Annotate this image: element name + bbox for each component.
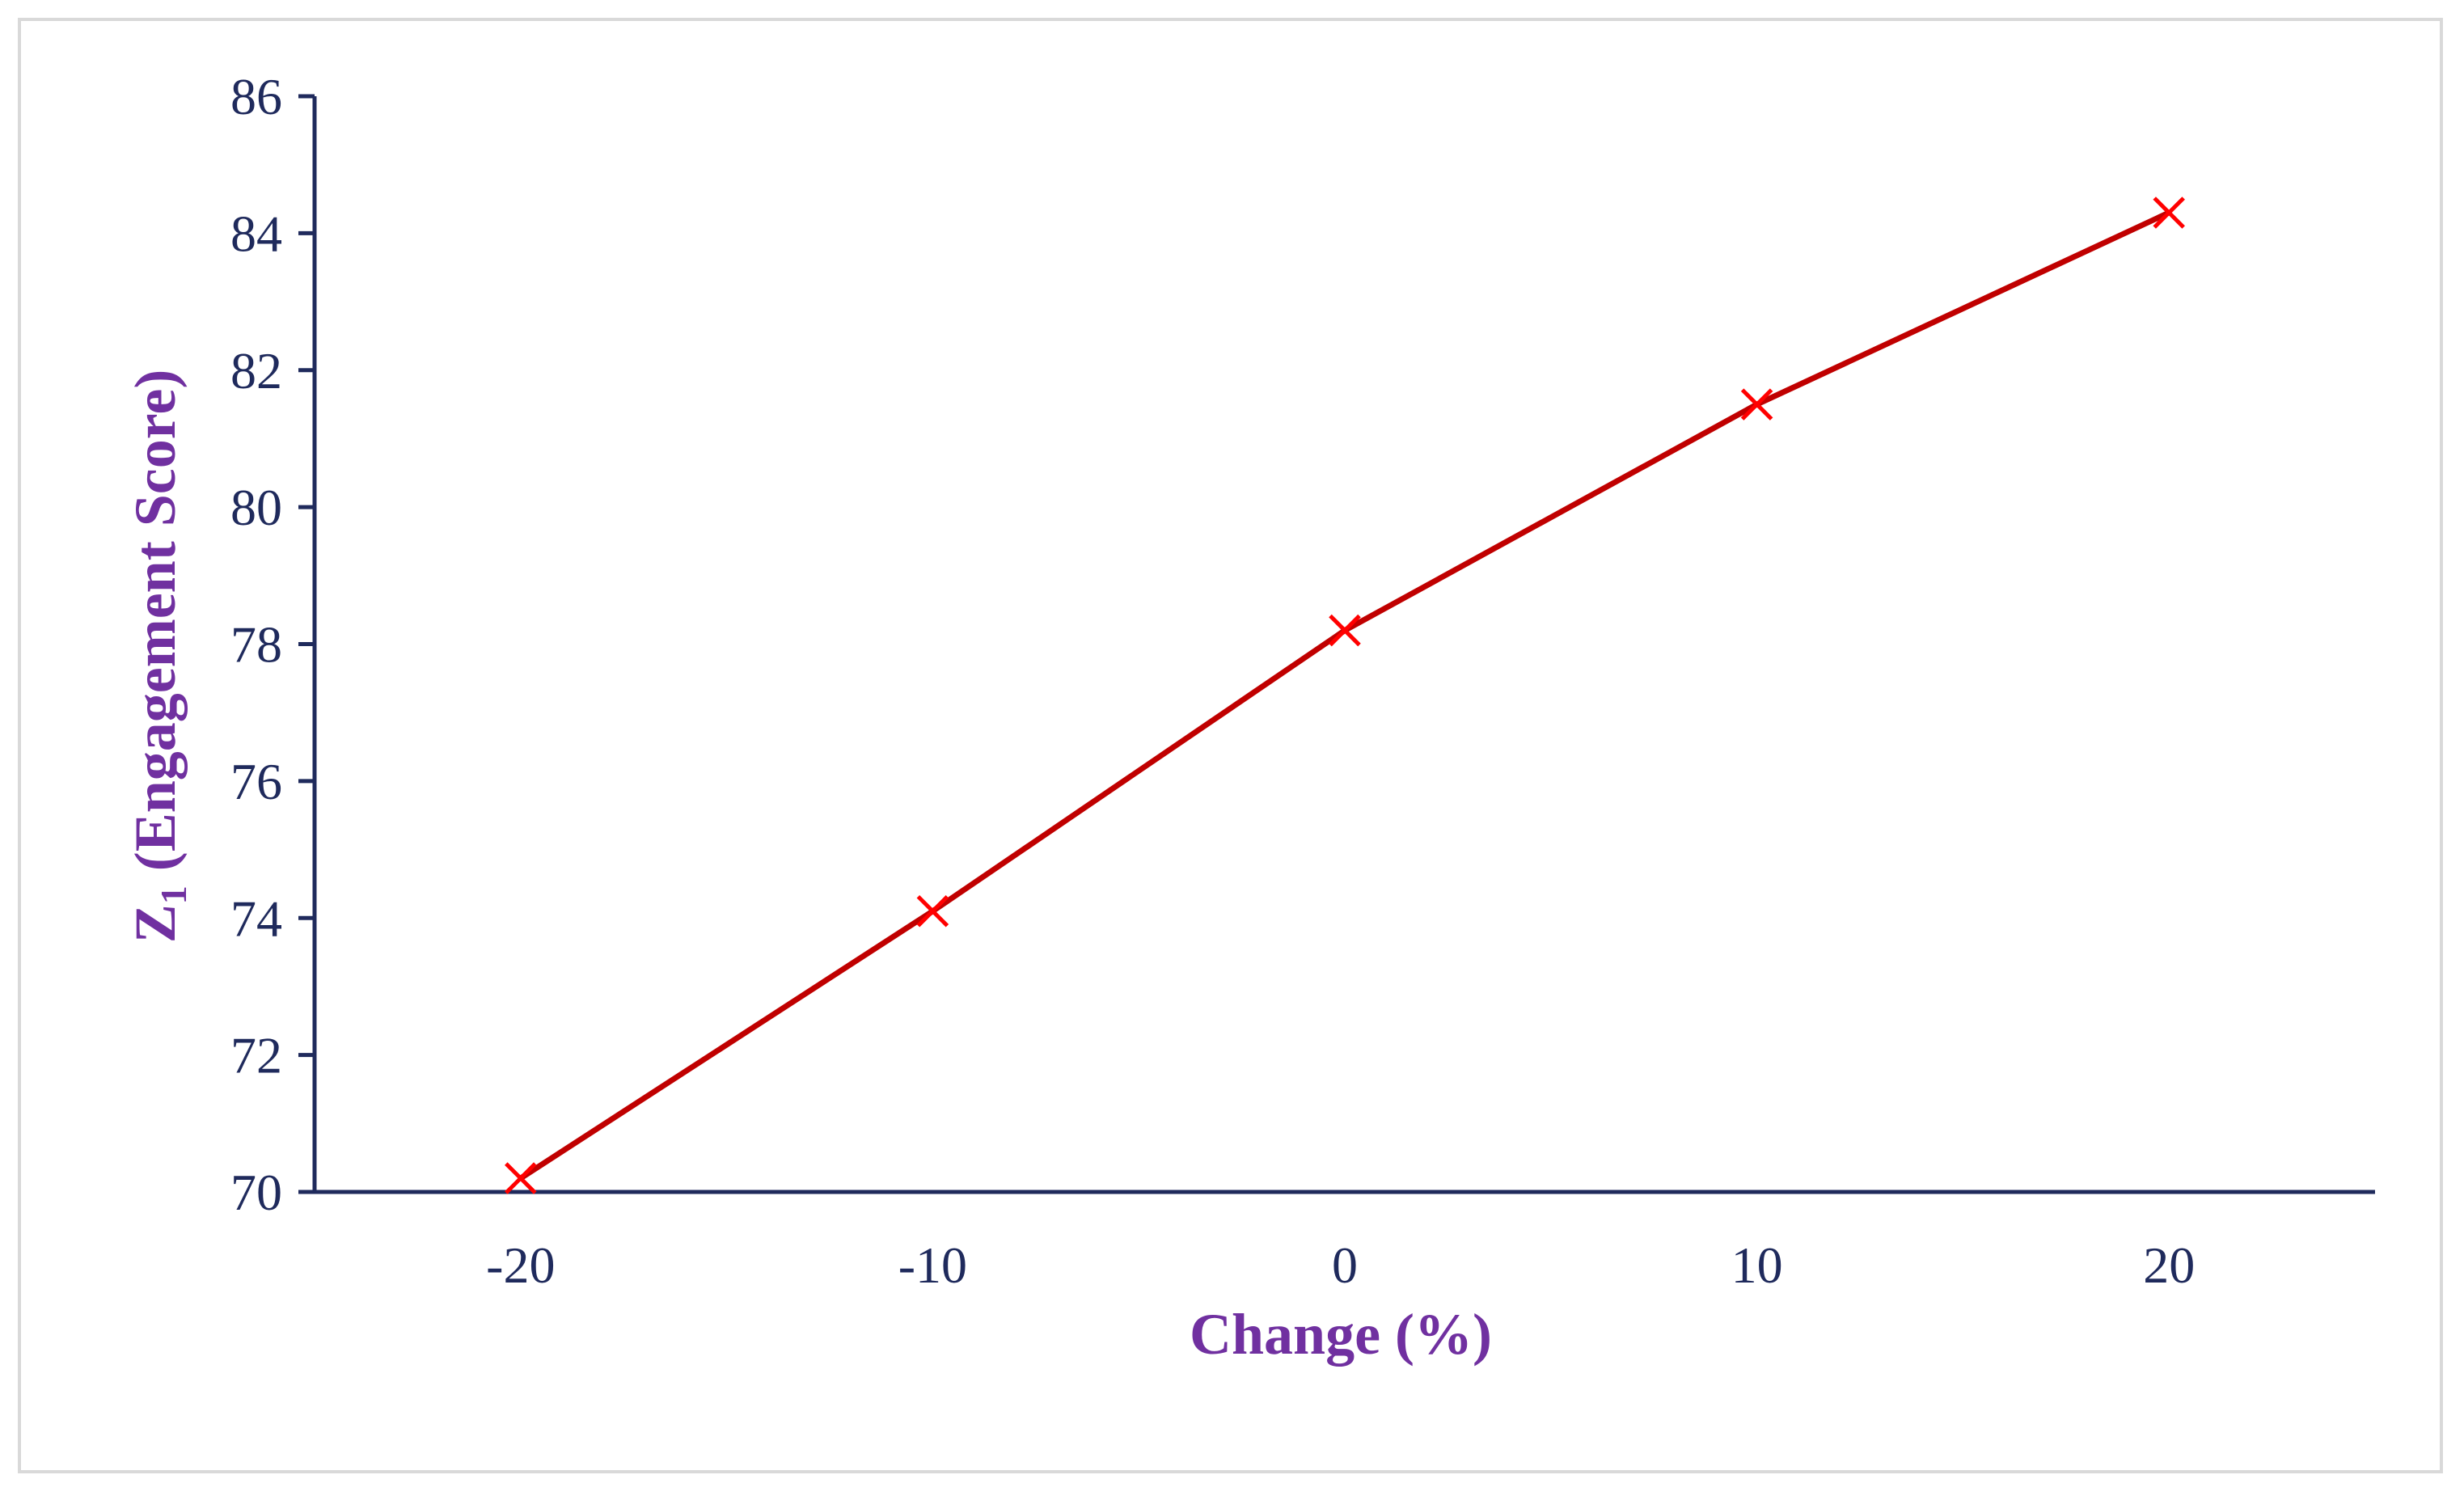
y-tick-label: 76	[230, 753, 282, 810]
y-tick-label: 70	[230, 1164, 282, 1221]
chart-frame: -20 -10 0 10 20 70 72 74 76 78 80 82 84 86 Change (%…	[18, 18, 2443, 1473]
data-point-marker	[1740, 388, 1773, 420]
data-point-marker	[916, 895, 949, 928]
axes	[298, 94, 2375, 1194]
y-tick-labels: 70 72 74 76 78 80 82 84 86	[230, 68, 282, 1221]
y-tick-label: 74	[230, 890, 282, 947]
y-axis-title: Z1 (Engagement Score)	[123, 370, 194, 944]
y-tick-label: 78	[230, 616, 282, 674]
y-tick-label: 86	[230, 68, 282, 125]
x-tick-label: 20	[2143, 1236, 2195, 1294]
y-tick-label: 84	[230, 205, 282, 262]
y-axis-title-main: Z	[123, 904, 188, 943]
x-tick-label: 0	[1332, 1236, 1358, 1294]
y-tick-label: 72	[230, 1027, 282, 1084]
x-tick-label: -20	[486, 1236, 555, 1294]
series-line	[518, 209, 2170, 1181]
data-point-marker	[505, 1162, 537, 1194]
x-axis-title: Change (%)	[1190, 1302, 1492, 1367]
y-axis-title-rest: (Engagement Score)	[123, 370, 188, 886]
data-point-marker	[2153, 197, 2185, 229]
x-tick-label: 10	[1731, 1236, 1783, 1294]
y-axis-title-subscript: 1	[153, 885, 194, 904]
line-chart: -20 -10 0 10 20 70 72 74 76 78 80 82 84 86 Change (%…	[123, 68, 2375, 1367]
y-tick-label: 80	[230, 479, 282, 536]
data-point-marker	[1329, 614, 1361, 647]
series-group	[505, 197, 2185, 1194]
x-tick-labels: -20 -10 0 10 20	[486, 1236, 2195, 1294]
x-tick-label: -10	[898, 1236, 967, 1294]
y-tick-label: 82	[230, 342, 282, 399]
